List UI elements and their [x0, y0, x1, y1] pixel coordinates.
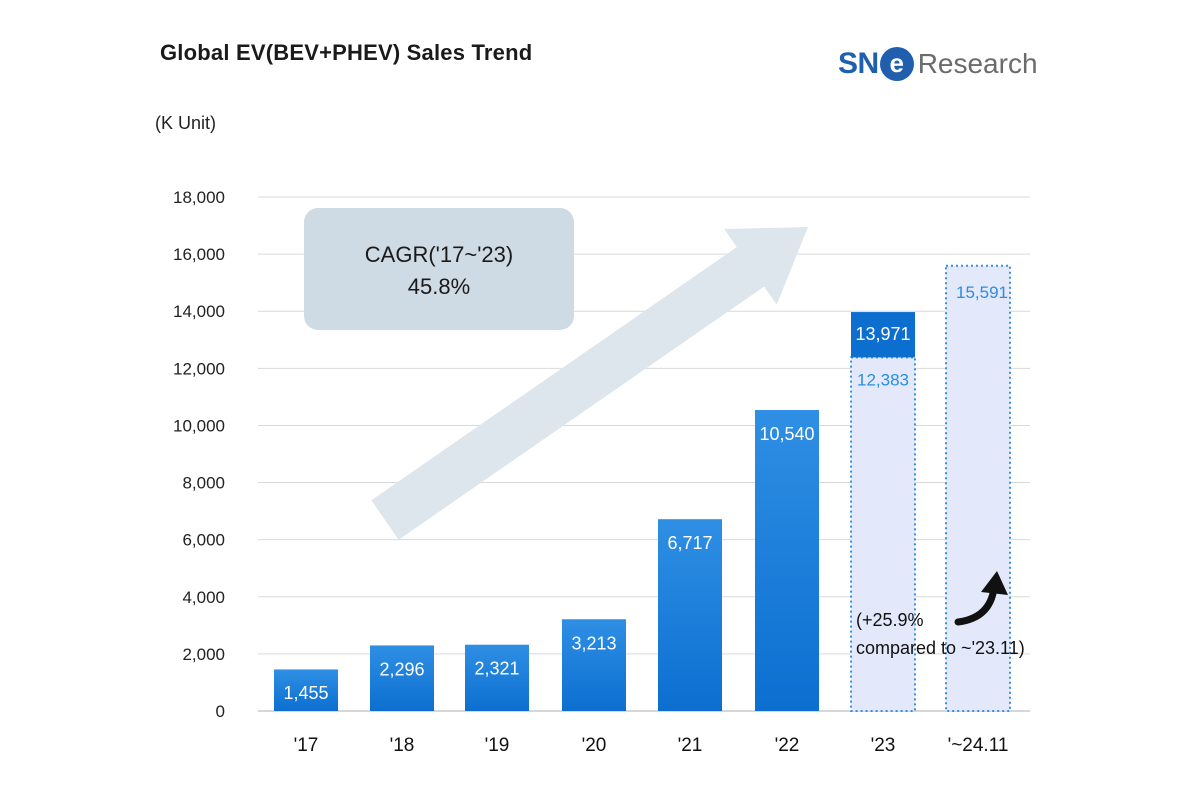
growth-arrow	[371, 227, 808, 540]
x-tick-label: '21	[678, 735, 703, 756]
growth-annotation-line1: (+25.9%	[856, 610, 924, 630]
y-tick-label: 18,000	[173, 188, 225, 207]
growth-annotation-line2: compared to ~'23.11)	[856, 638, 1025, 658]
y-tick-label: 2,000	[182, 645, 225, 664]
bar-projected	[945, 264, 1011, 712]
bar-value-label: 2,296	[379, 659, 424, 679]
y-tick-label: 4,000	[182, 588, 225, 607]
bar	[274, 669, 338, 711]
bar	[658, 519, 722, 711]
x-tick-label: '22	[775, 735, 800, 756]
y-axis-unit-label: (K Unit)	[155, 113, 217, 133]
logo-e-mark: e	[879, 47, 914, 81]
x-tick-label: '20	[582, 735, 607, 756]
bar-value-label: 15,591	[956, 283, 1008, 302]
x-tick-label: '19	[485, 735, 510, 756]
bar-value-label: 2,321	[474, 659, 519, 679]
y-tick-label: 8,000	[182, 474, 225, 493]
chart-title: Global EV(BEV+PHEV) Sales Trend	[160, 40, 533, 65]
cagr-value: 45.8%	[408, 274, 470, 299]
bar-23-increment	[851, 312, 915, 358]
bar-partial-value-label: 12,383	[857, 370, 909, 389]
y-tick-label: 6,000	[182, 531, 225, 550]
y-tick-label: 12,000	[173, 359, 225, 378]
bar	[562, 619, 626, 711]
y-tick-label: 10,000	[173, 416, 225, 435]
x-tick-label: '17	[294, 735, 319, 756]
cagr-box	[304, 208, 574, 330]
bar-value-label: 3,213	[571, 633, 616, 653]
x-tick-label: '18	[390, 735, 415, 756]
y-tick-label: 16,000	[173, 245, 225, 264]
logo-sne-text: SN	[838, 47, 879, 80]
bar	[465, 644, 529, 711]
logo-research-text: Research	[917, 48, 1038, 79]
bar-value-label: 6,717	[667, 533, 712, 553]
y-tick-label: 0	[216, 702, 225, 721]
y-tick-label: 14,000	[173, 302, 225, 321]
bar-value-label: 13,971	[855, 324, 910, 344]
bar	[755, 410, 819, 711]
x-tick-label: '~24.11	[948, 735, 1009, 756]
x-tick-label: '23	[871, 735, 896, 756]
bar	[370, 645, 434, 711]
cagr-label: CAGR('17~'23)	[365, 242, 513, 267]
bar-value-label: 10,540	[759, 424, 814, 444]
bar-value-label: 1,455	[283, 683, 328, 703]
sne-research-logo: SN e Research	[838, 44, 1038, 84]
curved-arrow-head-icon	[981, 571, 1008, 595]
